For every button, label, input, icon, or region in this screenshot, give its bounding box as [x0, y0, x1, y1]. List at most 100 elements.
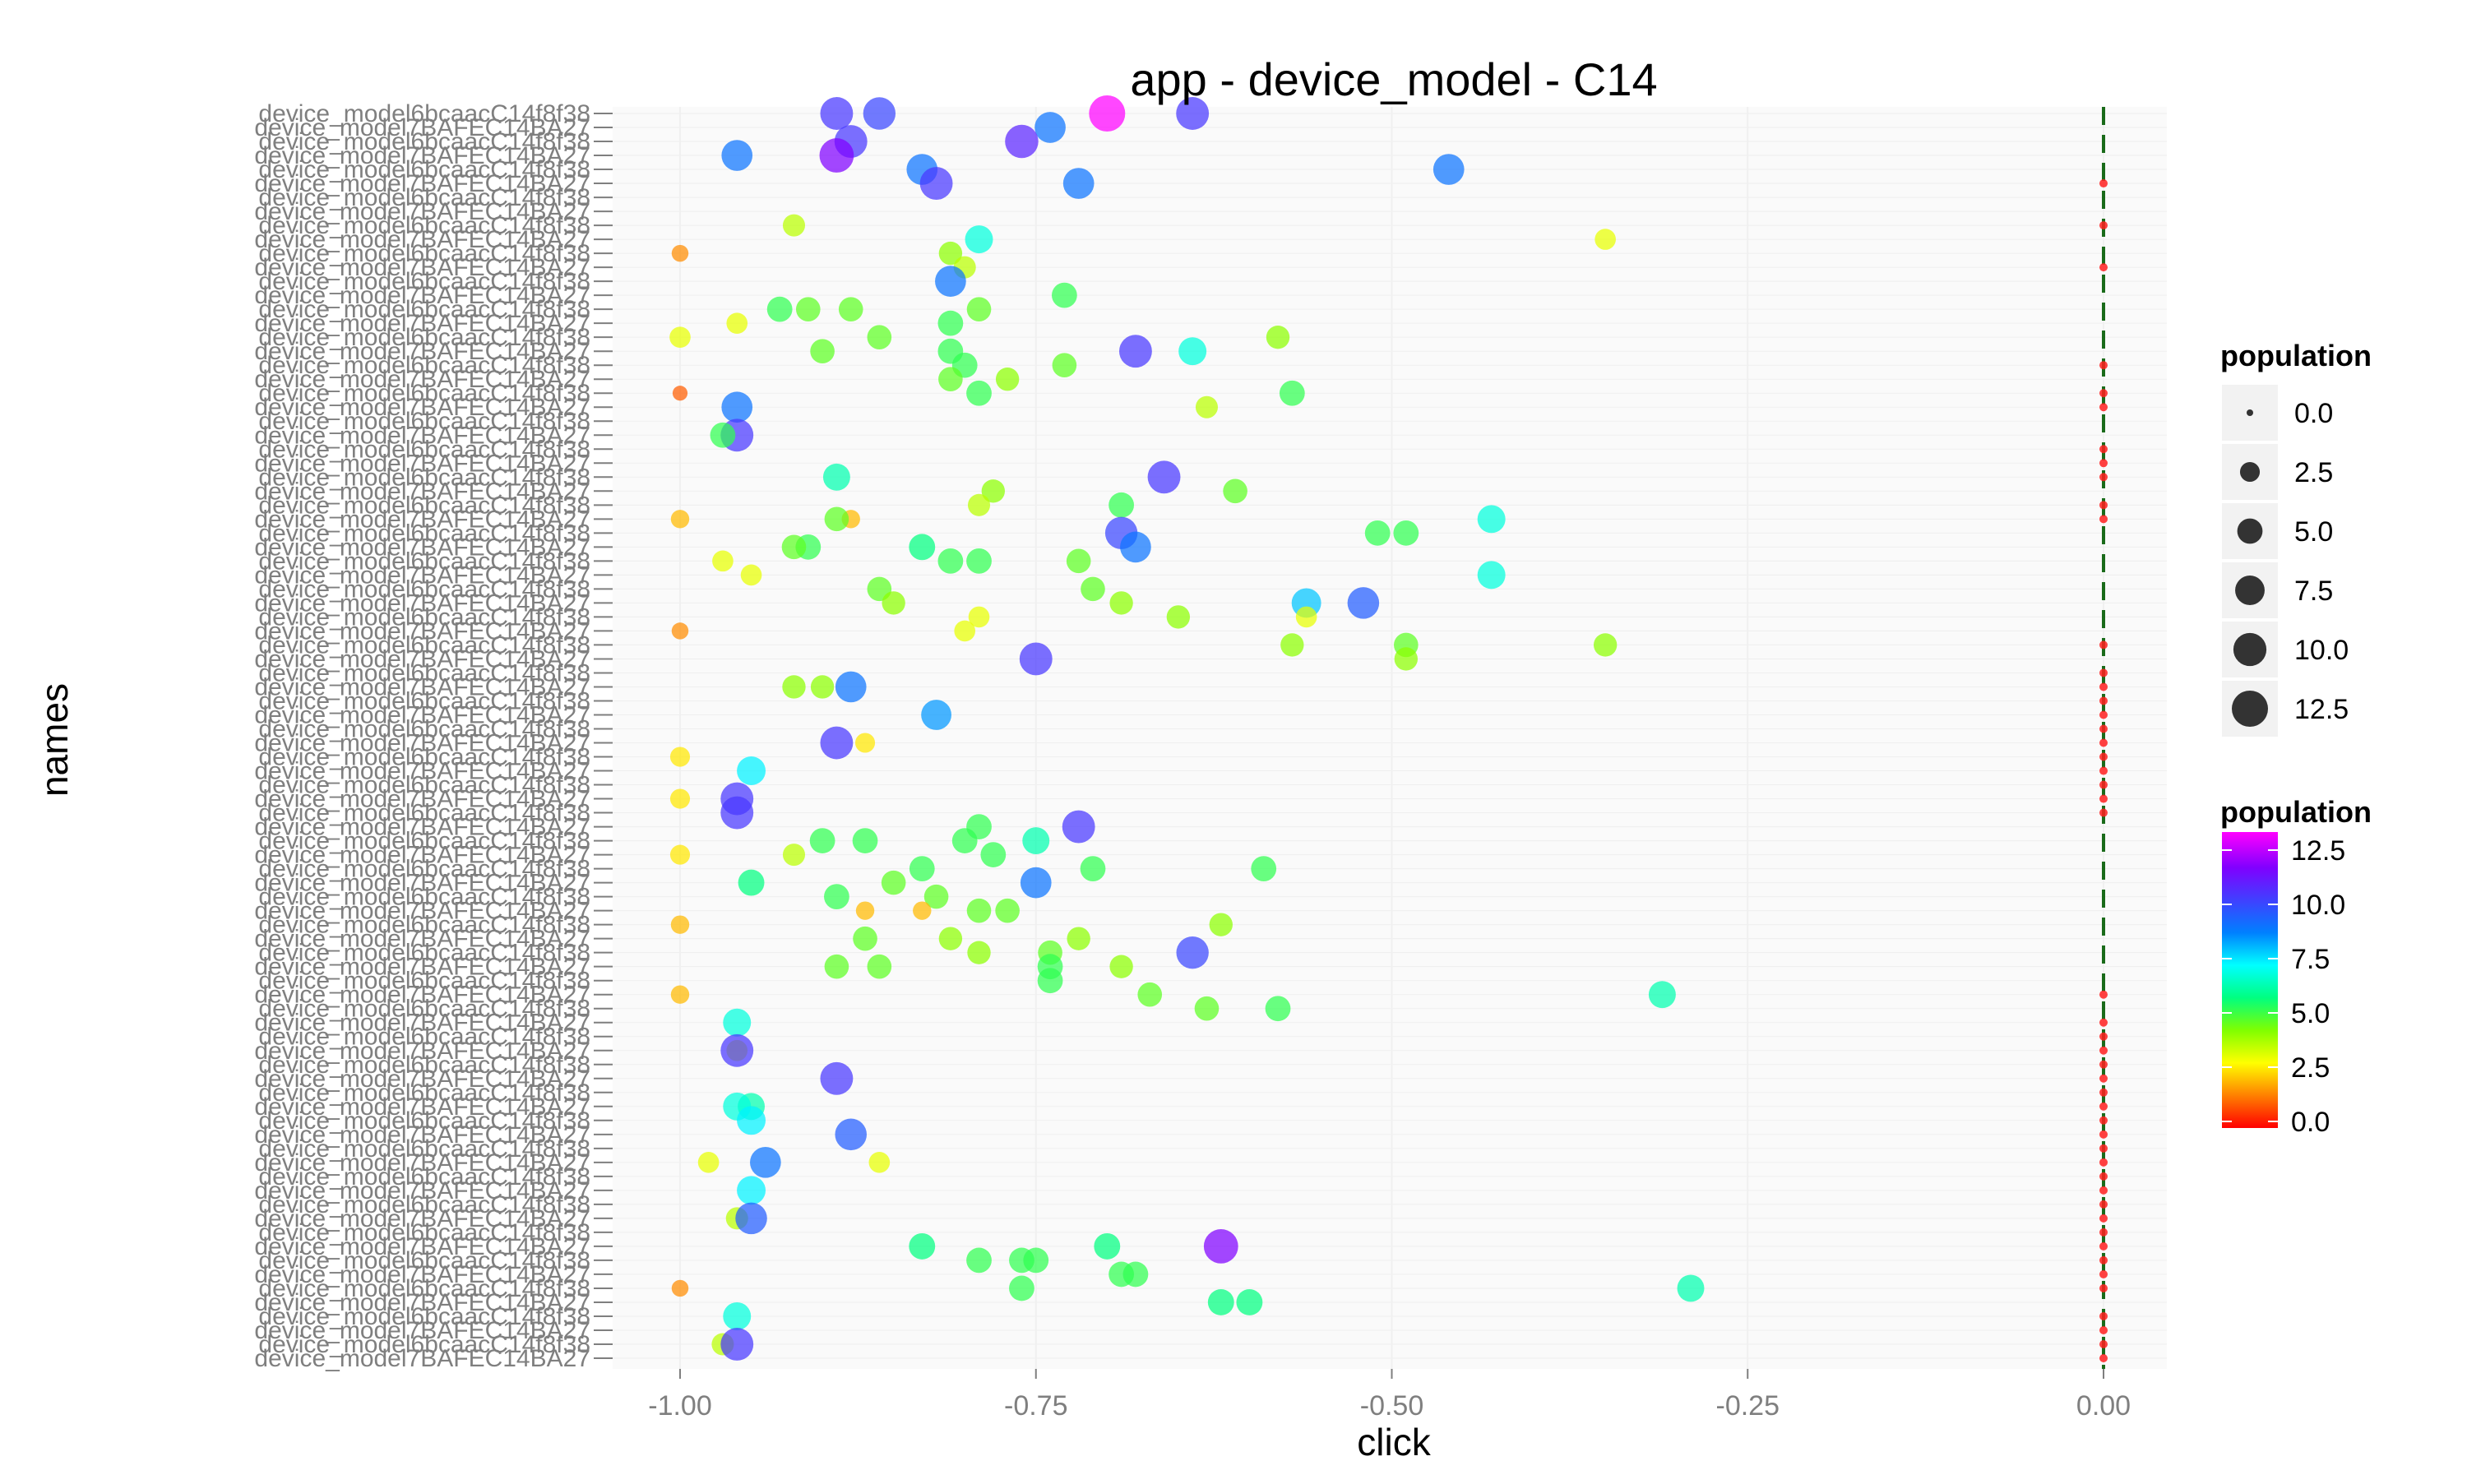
y-tick-label: device_model7BAFEC14BA27	[254, 366, 590, 393]
y-tick-label: device_model6bcaacC14f8f38	[258, 128, 590, 155]
data-point	[1019, 642, 1053, 676]
size-legend-dot	[2233, 632, 2267, 667]
zero-marker	[2099, 696, 2108, 705]
data-point	[1034, 112, 1066, 143]
data-point	[938, 367, 963, 392]
data-point	[750, 1146, 781, 1178]
data-point	[923, 884, 949, 909]
y-tick-label: device_model7BAFEC14BA27	[254, 422, 590, 449]
y-tick-label: device_model7BAFEC14BA27	[254, 645, 590, 673]
data-point	[1677, 1274, 1705, 1302]
x-tick-label: 0.00	[2076, 1390, 2131, 1422]
y-tick-label: device_model7BAFEC14BA27	[254, 450, 590, 477]
y-tick-label: device_model7BAFEC14BA27	[254, 338, 590, 365]
zero-marker	[2099, 515, 2108, 524]
data-point	[1081, 576, 1105, 602]
data-point	[951, 828, 978, 853]
zero-marker	[2099, 1130, 2108, 1139]
y-tick-label: device_model6bcaacC14f8f38	[258, 548, 590, 575]
zero-marker	[2099, 1060, 2108, 1069]
data-point	[935, 266, 966, 297]
zero-marker	[2099, 263, 2108, 272]
data-point	[852, 828, 878, 853]
data-point	[966, 548, 992, 574]
y-tick-label: device_model6bcaacC14f8f38	[258, 715, 590, 742]
y-tick-label: device_model7BAFEC14BA27	[254, 562, 590, 589]
size-legend-label: 12.5	[2294, 694, 2349, 725]
data-point	[853, 926, 877, 951]
data-point	[1067, 927, 1090, 950]
data-point	[1109, 591, 1133, 615]
data-point	[1062, 168, 1095, 199]
size-legend-label: 5.0	[2294, 516, 2333, 548]
y-tick-label: device_model6bcaacC14f8f38	[258, 436, 590, 463]
zero-marker	[2099, 1046, 2108, 1055]
data-point	[966, 898, 992, 923]
data-point	[1295, 606, 1317, 628]
data-point	[966, 1247, 992, 1274]
data-point	[913, 901, 932, 920]
x-tick-label: -0.50	[1360, 1390, 1424, 1422]
data-point	[1364, 520, 1391, 546]
data-point	[838, 297, 863, 321]
zero-marker	[2099, 808, 2108, 817]
data-point	[1094, 1232, 1121, 1260]
y-tick-label: device_model7BAFEC14BA27	[254, 589, 590, 617]
data-point	[738, 869, 765, 896]
y-tick-label: device_model6bcaacC14f8f38	[258, 184, 590, 211]
data-point	[938, 927, 963, 950]
y-tick-label: device_model7BAFEC14BA27	[254, 1289, 590, 1316]
data-point	[1051, 282, 1077, 308]
y-tick-label: device_model7BAFEC14BA27	[254, 1261, 590, 1288]
data-point	[723, 1008, 752, 1037]
zero-marker	[2099, 1227, 2108, 1237]
zero-marker	[2099, 1269, 2108, 1278]
data-point	[1593, 633, 1618, 657]
data-point	[782, 214, 806, 237]
y-tick-label: device_model6bcaacC14f8f38	[258, 1247, 590, 1274]
data-point	[737, 1106, 766, 1135]
color-legend-label: 7.5	[2291, 944, 2330, 975]
y-tick-label: device_model6bcaacC14f8f38	[258, 408, 590, 435]
data-point	[835, 671, 867, 703]
data-point	[968, 606, 990, 628]
data-point	[670, 985, 690, 1004]
y-tick-label: device_model7BAFEC14BA27	[254, 673, 590, 700]
y-tick-label: device_model7BAFEC14BA27	[254, 786, 590, 813]
data-point	[938, 241, 963, 266]
zero-marker	[2099, 361, 2108, 370]
data-point	[712, 550, 734, 572]
data-point	[1178, 337, 1207, 366]
data-point	[1648, 981, 1676, 1009]
zero-marker	[2099, 1255, 2108, 1264]
y-tick-label: device_model7BAFEC14BA27	[254, 478, 590, 505]
zero-marker	[2099, 1088, 2108, 1097]
y-tick-label: device_model7BAFEC14BA27	[254, 842, 590, 869]
zero-marker	[2099, 403, 2108, 412]
y-tick-label: device_model6bcaacC14f8f38	[258, 772, 590, 799]
y-tick-label: device_model6bcaacC14f8f38	[258, 631, 590, 659]
size-legend-dot	[2235, 576, 2265, 605]
data-point	[1089, 95, 1126, 132]
data-point	[1137, 982, 1163, 1007]
zero-marker	[2099, 1158, 2108, 1167]
data-point	[737, 1176, 766, 1205]
y-tick-label: device_model7BAFEC14BA27	[254, 982, 590, 1009]
y-tick-label: device_model6bcaacC14f8f38	[258, 687, 590, 714]
data-point	[921, 700, 951, 730]
data-point	[1266, 325, 1290, 349]
data-point	[720, 796, 754, 830]
zero-marker	[2099, 1241, 2108, 1251]
y-tick-label: device_model6bcaacC14f8f38	[258, 968, 590, 995]
y-tick-label: device_model6bcaacC14f8f38	[258, 912, 590, 939]
y-tick-label: device_model6bcaacC14f8f38	[258, 1079, 590, 1107]
data-point	[1280, 633, 1304, 657]
data-point	[995, 368, 1020, 391]
y-tick-label: device_model6bcaacC14f8f38	[258, 1331, 590, 1358]
data-point	[697, 1152, 720, 1173]
y-tick-label: device_model7BAFEC14BA27	[254, 506, 590, 533]
y-tick-label: device_model6bcaacC14f8f38	[258, 800, 590, 827]
y-tick-label: device_model7BAFEC14BA27	[254, 1205, 590, 1232]
y-tick-label: device_model7BAFEC14BA27	[254, 617, 590, 645]
y-tick-label: device_model6bcaacC14f8f38	[258, 940, 590, 967]
